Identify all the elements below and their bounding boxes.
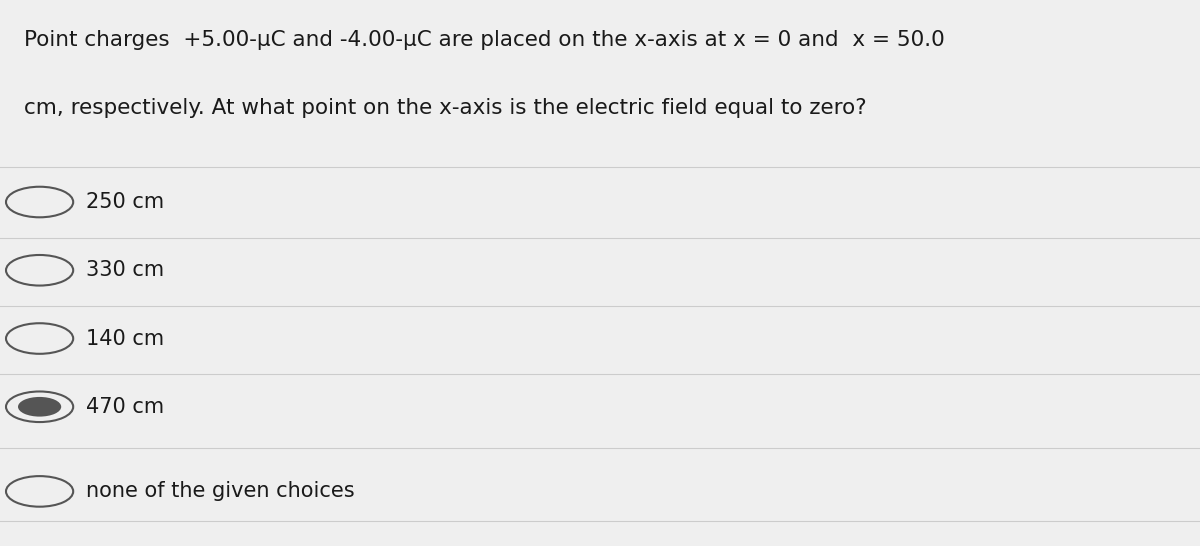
Text: 140 cm: 140 cm <box>86 329 164 348</box>
Text: Point charges  +5.00-μC and -4.00-μC are placed on the x-axis at x = 0 and  x = : Point charges +5.00-μC and -4.00-μC are … <box>24 30 944 50</box>
Text: 330 cm: 330 cm <box>86 260 164 280</box>
Text: none of the given choices: none of the given choices <box>86 482 355 501</box>
Text: cm, respectively. At what point on the x-axis is the electric field equal to zer: cm, respectively. At what point on the x… <box>24 98 866 118</box>
Circle shape <box>18 397 61 417</box>
Text: 250 cm: 250 cm <box>86 192 164 212</box>
Text: 470 cm: 470 cm <box>86 397 164 417</box>
